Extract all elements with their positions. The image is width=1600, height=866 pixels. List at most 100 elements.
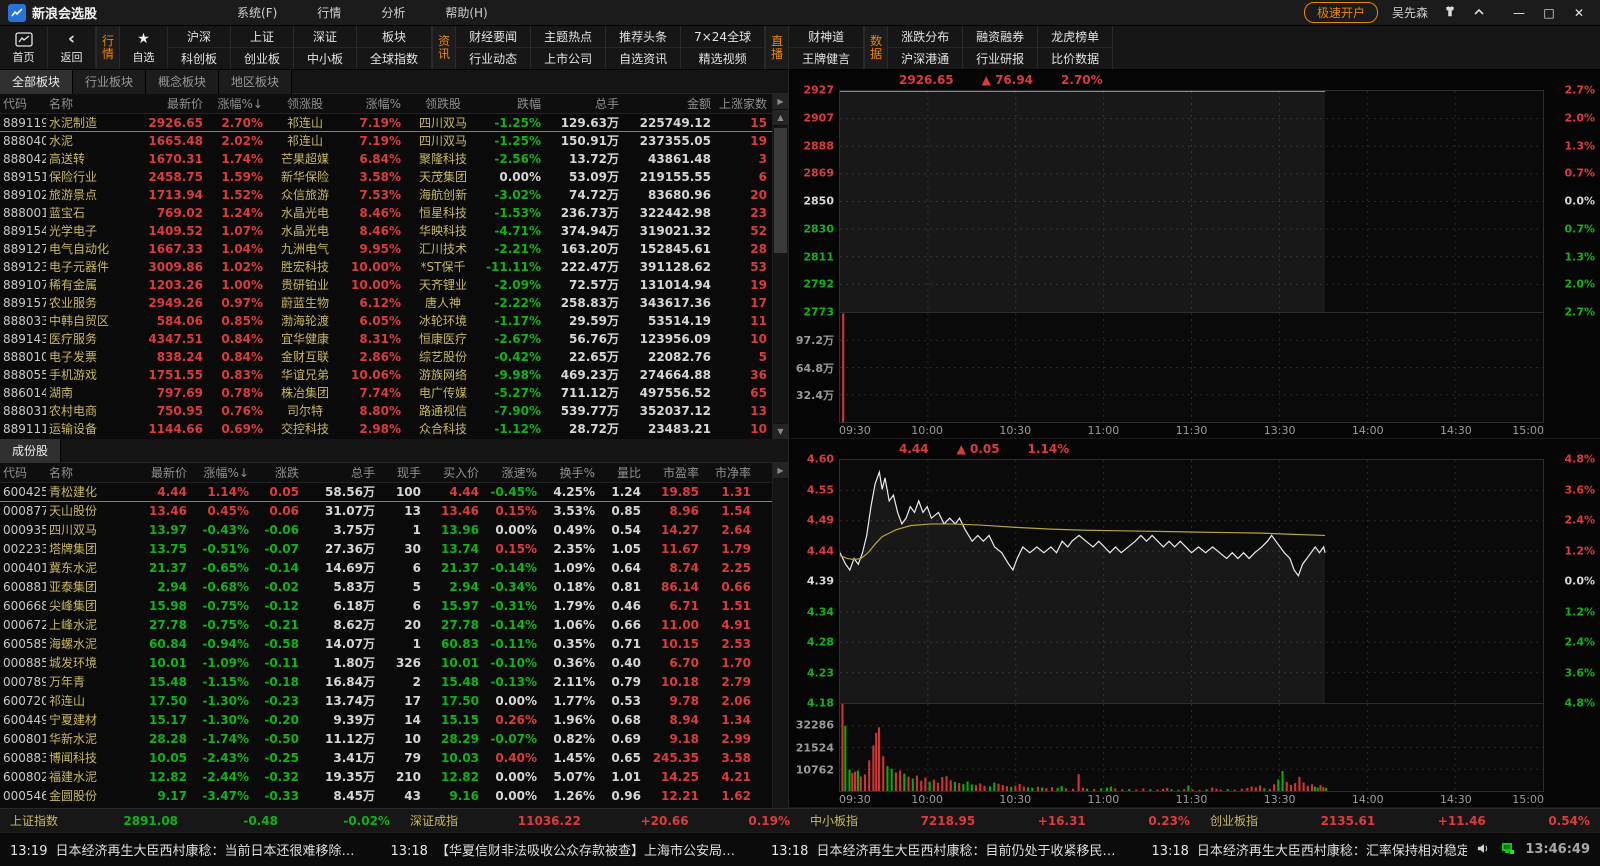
table-row[interactable]: 600720 祁连山 17.50 -1.30% -0.23 13.74万 17 17.50 0.… [0, 692, 772, 711]
table-row[interactable]: 600801 华新水泥 28.28 -1.74% -0.50 11.12万 10 28.29-… [0, 730, 772, 749]
nav-tab-3[interactable]: 数据 [864, 26, 889, 69]
menu-item-2[interactable]: 分析 [381, 6, 406, 20]
maximize-button[interactable]: □ [1543, 5, 1555, 20]
panel-collapse-icon[interactable]: ▶ [773, 463, 788, 479]
home-button[interactable]: 首页 [0, 26, 48, 69]
toolbar-item-0-1-0[interactable]: 上证 [231, 26, 294, 48]
table-row[interactable]: 889107 稀有金属 1203.26 1.00% 贵研铂业 10.00% 天齐锂业 -2.0… [0, 276, 772, 294]
table-row[interactable]: 000935 四川双马 13.97 -0.43% -0.06 3.75万 1 13.96 0.0… [0, 521, 772, 540]
table-row[interactable]: 888055 手机游戏 1751.55 0.83% 华谊兄弟 10.06% 游族网络 -9.9… [0, 366, 772, 384]
table-row[interactable]: 889157 农业服务 2949.26 0.97% 蔚蓝生物 6.12% 唐人神 -2.22%… [0, 294, 772, 312]
table-row[interactable]: 600668 尖峰集团 15.98 -0.75% -0.12 6.18万 6 15.97 -0.… [0, 597, 772, 616]
table-row[interactable]: 889151 保险行业 2458.75 1.59% 新华保险 3.58% 天茂集团 0.00%… [0, 168, 772, 186]
tab-sector-1[interactable]: 行业板块 [73, 70, 147, 94]
table-row[interactable]: 600881 亚泰集团 2.94 -0.68% -0.02 5.83万 5 2.94 -0.34… [0, 578, 772, 597]
news-item-3[interactable]: 13:18 日本经济再生大臣西村康稔：汇率保持相对稳定。… [1151, 840, 1467, 859]
table-row[interactable]: 000885 城发环境 10.01 -1.09% -0.11 1.80万 326 10.01-… [0, 654, 772, 673]
table-row[interactable]: 888040 水泥 1665.48 2.02% 祁连山 7.19% 四川双马 -1.25% 15… [0, 132, 772, 150]
tab-constituent-0[interactable]: 成份股 [0, 439, 62, 463]
table-row[interactable]: 600585 海螺水泥 60.84 -0.94% -0.58 14.07万 1 60.83 -0… [0, 635, 772, 654]
toolbar-item-2-0-1[interactable]: 王牌健言 [802, 52, 851, 66]
panel-collapse-icon[interactable]: ▶ [773, 94, 788, 110]
toolbar-item-0-1-1[interactable]: 创业板 [244, 52, 281, 66]
connection-status-icon[interactable] [1501, 842, 1515, 858]
table-row[interactable]: 889123 电子元器件 3009.86 1.02% 胜宏科技 10.00% *ST保千 -1… [0, 258, 772, 276]
table-row[interactable]: 000401 冀东水泥 21.37 -0.65% -0.14 14.69万 6 21.37 -0… [0, 559, 772, 578]
column-header[interactable]: 市净率 [714, 466, 751, 480]
table-row[interactable]: 889154 光学电子 1409.52 1.07% 水晶光电 8.46% 华映科技 -4.71… [0, 222, 772, 240]
toolbar-item-0-0-0[interactable]: 沪深 [168, 26, 231, 48]
column-header[interactable]: 金额 [686, 97, 711, 111]
minimize-button[interactable]: — [1513, 5, 1525, 20]
column-header[interactable]: 跌幅 [516, 97, 541, 111]
column-header[interactable]: 市盈率 [662, 466, 699, 480]
nav-tab-2[interactable]: 直播 [765, 26, 790, 69]
scrollbar[interactable] [773, 479, 788, 808]
toolbar-item-0-3-1[interactable]: 全球指数 [370, 52, 419, 66]
table-row[interactable]: 888001 蓝宝石 769.02 1.24% 水晶光电 8.46% 恒星科技 -1.53% 2… [0, 204, 772, 222]
menu-item-3[interactable]: 帮助(H) [445, 6, 488, 20]
toolbar-item-1-2-0[interactable]: 推荐头条 [606, 26, 681, 48]
collapse-up-icon[interactable] [1472, 6, 1486, 20]
news-item-1[interactable]: 13:18 【华夏信财非法吸收公众存款被查】上海市公安局… [390, 840, 734, 859]
column-header[interactable]: 总手 [350, 466, 375, 480]
column-header[interactable]: 量比 [616, 466, 641, 480]
scroll-down-icon[interactable]: ▼ [773, 423, 788, 439]
tab-sector-0[interactable]: 全部板块 [0, 70, 74, 94]
toolbar-item-0-2-1[interactable]: 中小板 [307, 52, 344, 66]
column-header[interactable]: 领涨股 [286, 97, 323, 111]
toolbar-item-3-0-0[interactable]: 涨跌分布 [888, 26, 963, 48]
scroll-up-icon[interactable]: ▲ [773, 110, 788, 126]
scrollbar[interactable] [773, 126, 788, 423]
toolbar-item-3-2-1[interactable]: 比价数据 [1051, 52, 1100, 66]
table-row[interactable]: 888010 电子发票 838.24 0.84% 金财互联 2.86% 综艺股份 -0.42%… [0, 348, 772, 366]
column-header[interactable]: 换手% [559, 466, 595, 480]
toolbar-item-0-0-1[interactable]: 科创板 [181, 52, 218, 66]
table-row[interactable]: 000672 上峰水泥 27.78 -0.75% -0.21 8.62万 20 27.78 -0… [0, 616, 772, 635]
column-header[interactable]: 领跌股 [424, 97, 461, 111]
table-row[interactable]: 000877 天山股份 13.46 0.45% 0.06 31.07万 13 13.46 0.1… [0, 502, 772, 521]
nav-tab-1[interactable]: 资讯 [432, 26, 457, 69]
column-header[interactable]: 涨幅%↓ [203, 466, 249, 480]
column-header[interactable]: 代码 [3, 97, 28, 111]
username[interactable]: 吴先森 [1391, 6, 1428, 20]
table-row[interactable]: 889102 旅游景点 1713.94 1.52% 众信旅游 7.53% 海航创新 -3.02… [0, 186, 772, 204]
news-item-0[interactable]: 13:19 日本经济再生大臣西村康稔：当前日本还很难移除… [10, 840, 354, 859]
toolbar-item-1-3-0[interactable]: 7×24全球 [681, 26, 765, 48]
column-header[interactable]: 现手 [396, 466, 421, 480]
table-row[interactable]: 600802 福建水泥 12.82 -2.44% -0.32 19.35万 210 12.82… [0, 768, 772, 787]
favorites-button[interactable]: ★ 自选 [120, 26, 168, 69]
table-row[interactable]: 888042 高送转 1670.31 1.74% 芒果超媒 6.84% 聚隆科技 -2.56%… [0, 150, 772, 168]
table-row[interactable]: 002233 塔牌集团 13.75 -0.51% -0.07 27.36万 30 13.74 0… [0, 540, 772, 559]
table-row[interactable]: 886014 湖南 797.69 0.78% 株冶集团 7.74% 电广传媒 -5.27% 71… [0, 384, 772, 402]
index-group-2[interactable]: 中小板指 7218.95 +16.31 0.23% [800, 809, 1200, 833]
skin-icon[interactable] [1442, 5, 1458, 21]
column-header[interactable]: 涨幅% [365, 97, 401, 111]
table-row[interactable]: 888033 中韩自贸区 584.06 0.85% 渤海轮渡 6.05% 冰轮环境 -1.17… [0, 312, 772, 330]
toolbar-item-2-0-0[interactable]: 财神道 [789, 26, 864, 48]
menu-item-1[interactable]: 行情 [317, 6, 342, 20]
close-button[interactable]: ✕ [1573, 5, 1585, 20]
toolbar-item-3-1-0[interactable]: 融资融券 [963, 26, 1038, 48]
toolbar-item-3-0-1[interactable]: 沪深港通 [901, 52, 950, 66]
column-header[interactable]: 涨速% [501, 466, 537, 480]
toolbar-item-1-1-1[interactable]: 上市公司 [544, 52, 593, 66]
news-item-2[interactable]: 13:18 日本经济再生大臣西村康稔：目前仍处于收紧移民… [771, 840, 1115, 859]
column-header[interactable]: 总手 [594, 97, 619, 111]
index-group-1[interactable]: 深证成指 11036.22 +20.66 0.19% [400, 809, 800, 833]
column-header[interactable]: 涨跌 [274, 466, 299, 480]
table-row[interactable]: 600425 青松建化 4.44 1.14% 0.05 58.56万 100 4.44 -0.4… [0, 483, 773, 502]
column-header[interactable]: 涨幅%↓ [217, 97, 263, 111]
column-header[interactable]: 名称 [49, 97, 74, 111]
column-header[interactable]: 上涨家数 [718, 97, 767, 111]
toolbar-item-3-1-1[interactable]: 行业研报 [976, 52, 1025, 66]
tab-sector-2[interactable]: 概念板块 [146, 70, 220, 94]
column-header[interactable]: 最新价 [166, 97, 203, 111]
table-row[interactable]: 000546 金圆股份 9.17 -3.47% -0.33 8.45万 43 9.16 0.00… [0, 787, 772, 806]
column-header[interactable]: 最新价 [150, 466, 187, 480]
column-header[interactable]: 代码 [3, 466, 28, 480]
toolbar-item-1-1-0[interactable]: 主题热点 [531, 26, 606, 48]
index-group-0[interactable]: 上证指数 2891.08 -0.48 -0.02% [0, 809, 400, 833]
table-row[interactable]: 889111 运输设备 1144.66 0.69% 交控科技 2.98% 众合科技 -1.12… [0, 420, 772, 438]
table-row[interactable]: 888031 农村电商 750.95 0.76% 司尔特 8.80% 路通视信 -7.90% 5… [0, 402, 772, 420]
